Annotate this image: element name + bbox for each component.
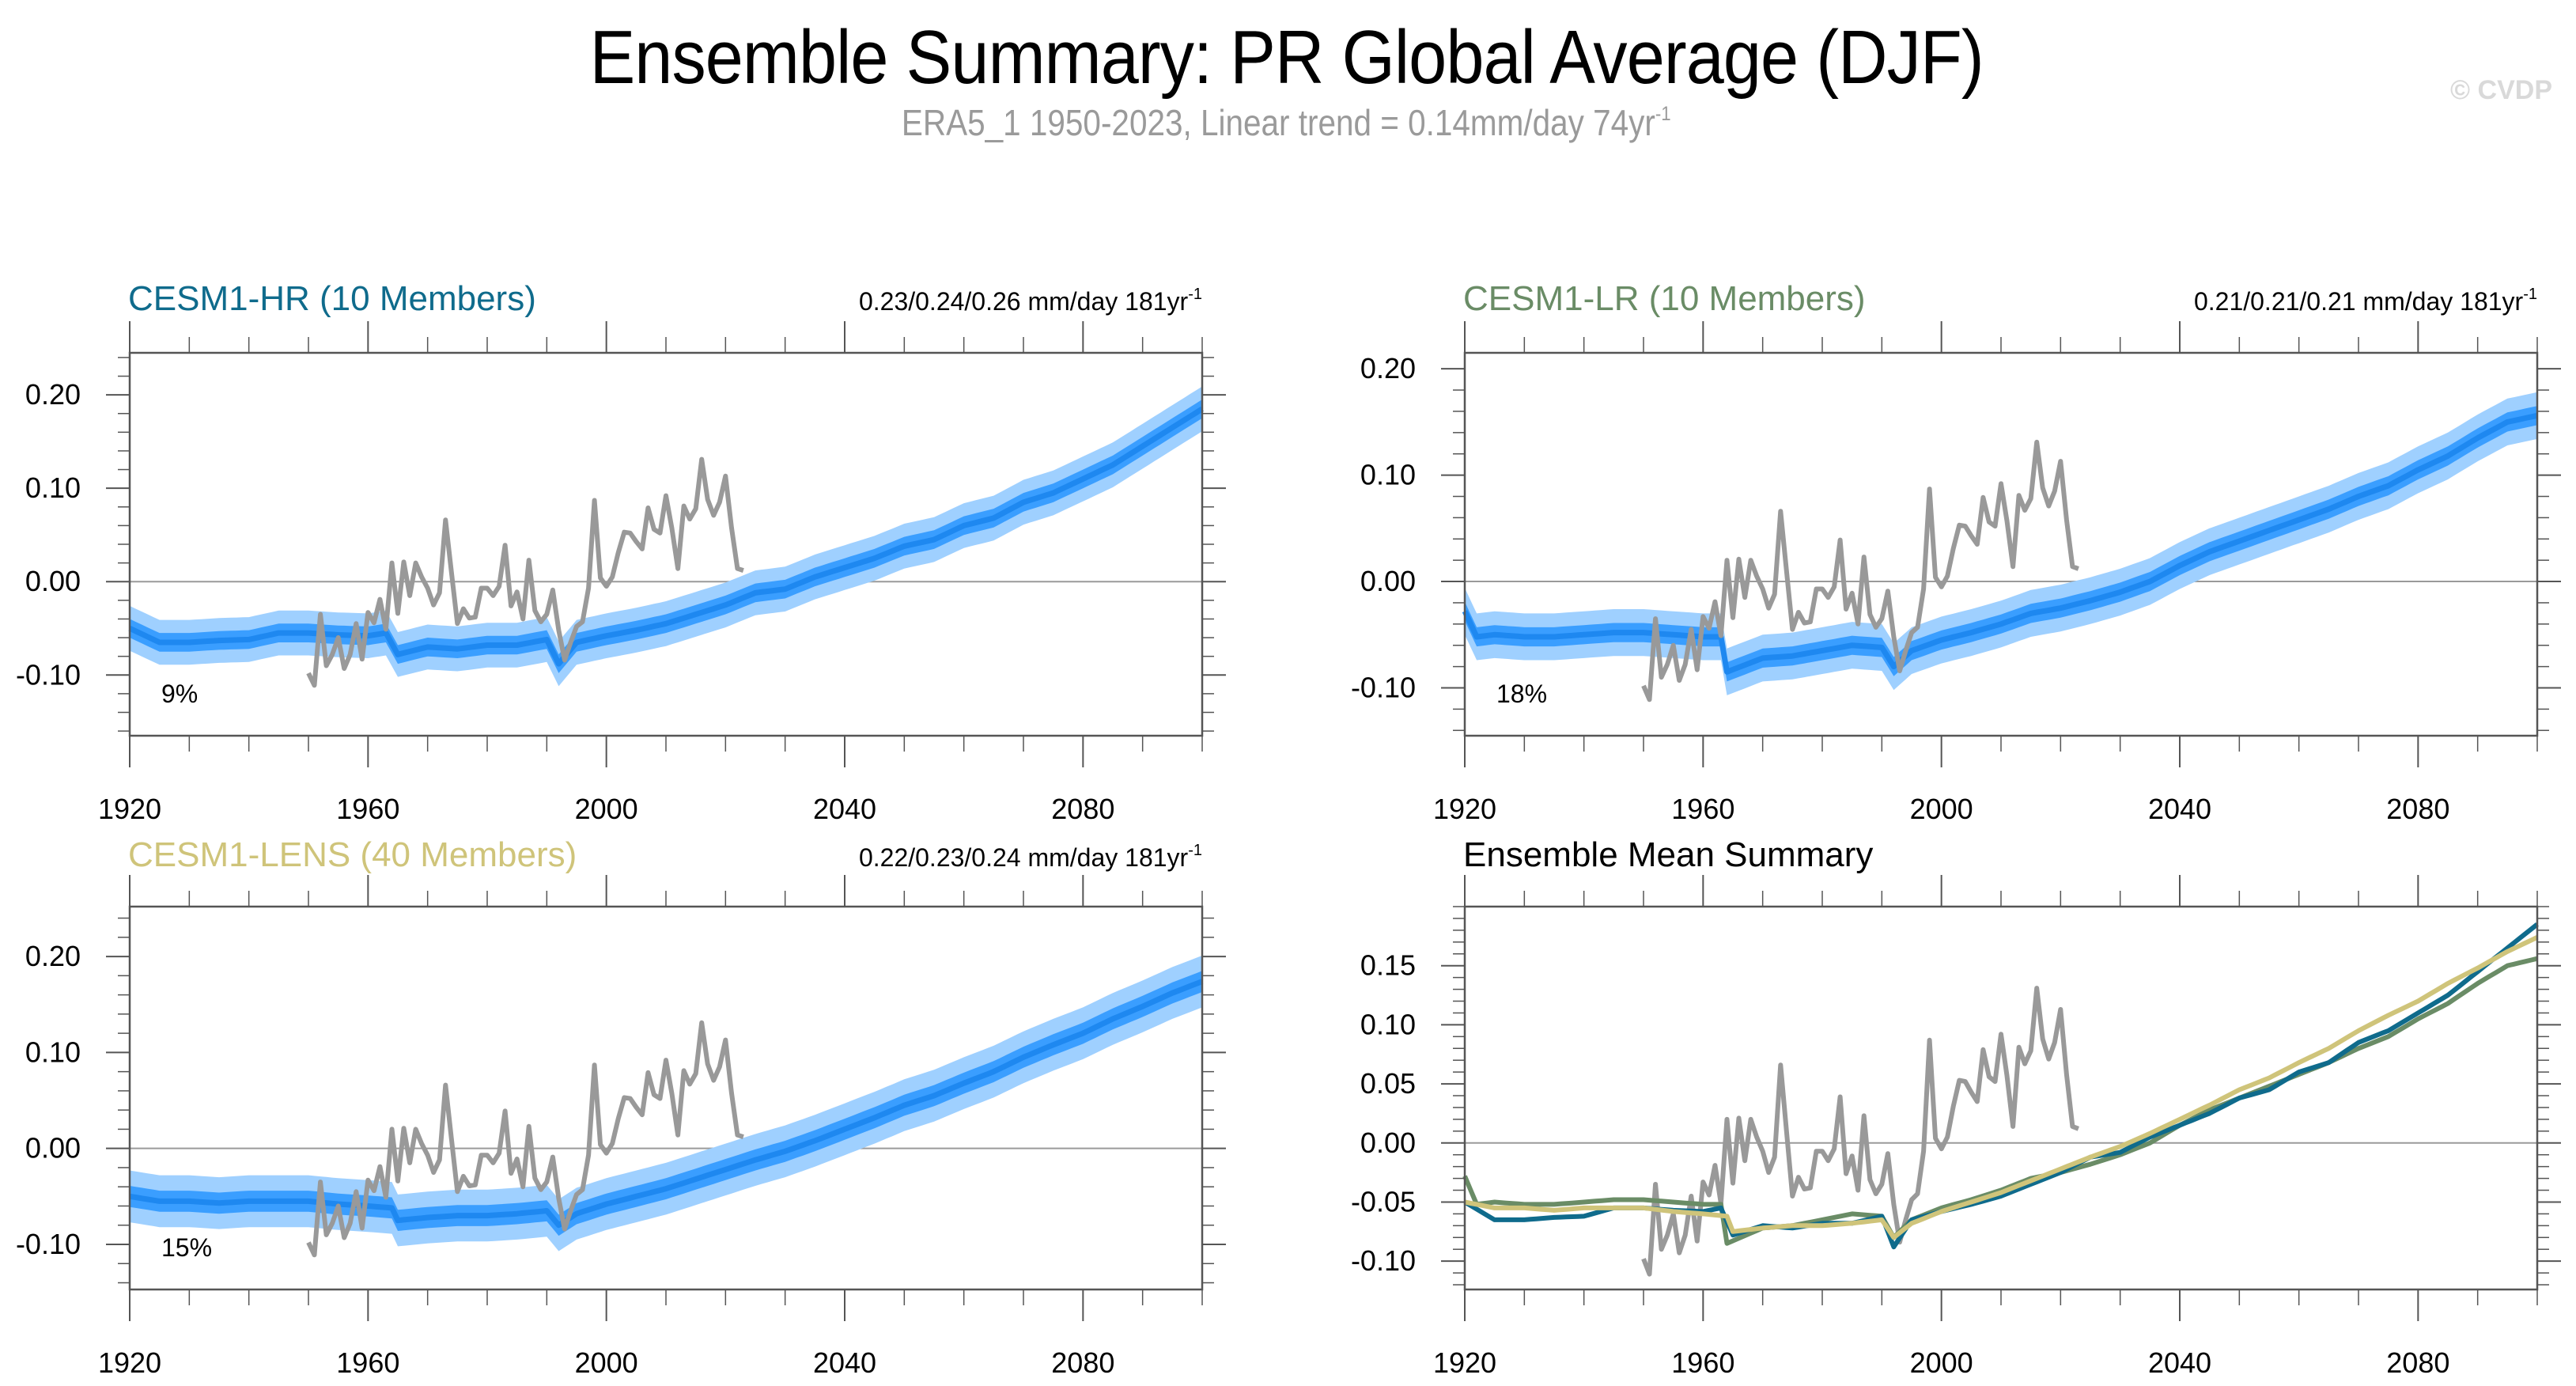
y-tick-label: -0.10 [16,1228,81,1260]
x-tick-label: 1920 [1433,1346,1496,1379]
percent-label: 18% [1496,680,1547,708]
x-tick-label: 2080 [1051,793,1114,825]
y-tick-label: 0.05 [1360,1067,1416,1100]
x-tick-label: 1960 [336,793,399,825]
subtitle-exponent: -1 [1655,103,1671,126]
era5-obs-line [306,456,744,688]
y-tick-label: 0.20 [25,378,81,411]
x-tick-label: 1960 [1671,793,1734,825]
y-tick-label: -0.10 [16,658,81,691]
figure-title: Ensemble Summary: PR Global Average (DJF… [589,15,1984,100]
x-tick-label: 2000 [1910,1346,1973,1379]
x-tick-label: 2000 [575,793,638,825]
y-tick-label: 0.10 [25,1036,81,1068]
x-tick-label: 2080 [2386,1346,2449,1379]
panel-bottom-left: CESM1-LENS (40 Members) 0.22/0.23/0.24 mm… [16,835,1226,1379]
plot-frame [1463,351,2539,737]
spread-band-outer [1465,392,2537,695]
y-tick-label: -0.10 [1351,1244,1416,1277]
x-tick-label: 2040 [2148,793,2211,825]
ensemble-mean-line [128,406,1204,667]
spread-band-inner [130,971,1202,1236]
panel-top-left: CESM1-HR (10 Members) 0.23/0.24/0.26 mm/d… [16,279,1226,825]
plot-frame [128,905,1204,1291]
era5-obs-line [306,1020,744,1258]
y-tick-label: -0.05 [1351,1185,1416,1217]
panel-trend-label: 0.22/0.23/0.24 mm/day 181yr-1 [859,842,1202,872]
x-tick-label: 2000 [575,1346,638,1379]
panel-top-right: CESM1-LR (10 Members) 0.21/0.21/0.21 mm/d… [1351,279,2561,825]
ensemble-mean-line [1462,412,2538,675]
x-tick-label: 1920 [98,793,161,825]
panel-bottom-right: Ensemble Mean Summary 1920 1960 2000 2040 208… [1351,835,2561,1379]
x-tick-label: 2040 [813,1346,876,1379]
percent-label: 15% [161,1233,212,1262]
ensemble-mean-line-lens [1464,935,2539,1240]
panel-title: CESM1-LR (10 Members) [1463,279,1866,318]
y-tick-label: 0.20 [25,940,81,972]
y-tick-label: 0.10 [1360,1008,1416,1040]
era5-obs-line [1641,986,2079,1277]
x-tick-label: 1920 [1433,793,1496,825]
y-tick-label: 0.10 [1360,459,1416,491]
x-tick-label: 2080 [2386,793,2449,825]
percent-label: 9% [161,680,198,708]
y-tick-label: 0.00 [25,1132,81,1164]
x-tick-label: 2080 [1051,1346,1114,1379]
y-tick-label: 0.10 [25,471,81,504]
plot-frame [1463,905,2539,1291]
y-tick-label: 0.00 [1360,1127,1416,1159]
panel-title: CESM1-HR (10 Members) [128,279,536,318]
subtitle-text: ERA5_1 1950-2023, Linear trend = 0.14mm/… [901,102,1655,143]
panel-trend-label: 0.23/0.24/0.26 mm/day 181yr-1 [859,286,1202,316]
y-tick-label: 0.00 [25,565,81,597]
figure-subtitle: ERA5_1 1950-2023, Linear trend = 0.14mm/… [153,101,2419,144]
x-tick-label: 1960 [336,1346,399,1379]
x-tick-label: 2000 [1910,793,1973,825]
y-tick-label: 0.20 [1360,352,1416,384]
panel-title: Ensemble Mean Summary [1463,835,1873,874]
x-tick-label: 1960 [1671,1346,1734,1379]
panel-trend-label: 0.21/0.21/0.21 mm/day 181yr-1 [2194,286,2537,316]
era5-obs-line [1641,439,2079,702]
plot-frame [128,351,1204,737]
x-tick-label: 2040 [2148,1346,2211,1379]
y-tick-label: 0.00 [1360,565,1416,597]
ensemble-mean-line [129,979,1204,1229]
spread-band-inner [130,400,1202,673]
cvdp-watermark: © CVDP [2450,75,2552,105]
x-tick-label: 2040 [813,793,876,825]
y-tick-label: 0.15 [1360,949,1416,982]
y-tick-label: -0.10 [1351,672,1416,704]
panel-title: CESM1-LENS (40 Members) [128,835,577,874]
ensemble-mean-line-lr [1462,956,2538,1246]
x-tick-label: 1920 [98,1346,161,1379]
